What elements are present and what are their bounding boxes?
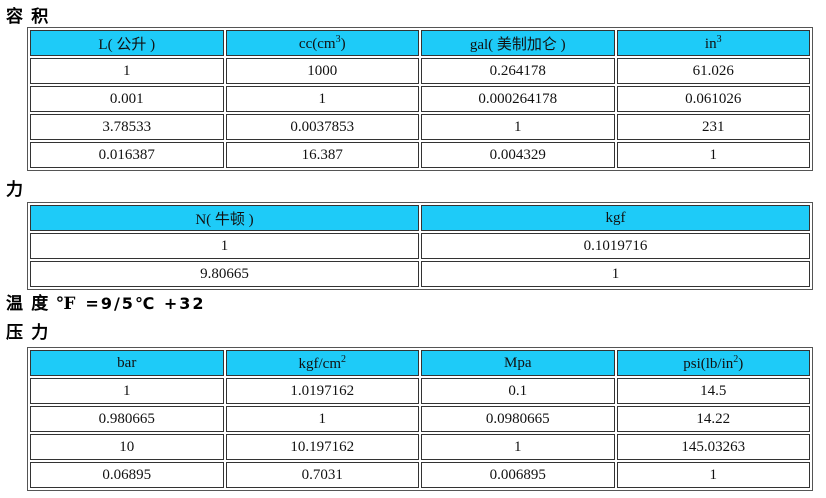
cell: 3.78533 xyxy=(30,114,224,140)
header-row: N( 牛顿 ) kgf xyxy=(30,205,810,231)
header-cell: in3 xyxy=(616,30,810,56)
row: 1 0.1019716 xyxy=(30,233,810,259)
cell: 0.7031 xyxy=(225,462,419,488)
cell: 14.22 xyxy=(616,406,810,432)
header-text: ) xyxy=(738,355,744,372)
header-text: N( 牛顿 ) xyxy=(195,211,254,228)
header-text: kgf/cm xyxy=(298,355,342,372)
row: 9.80665 1 xyxy=(30,261,810,287)
row: 0.980665 1 0.0980665 14.22 xyxy=(30,406,810,432)
cell: 10.197162 xyxy=(225,434,419,460)
header-text: gal( 美制加仑 ) xyxy=(469,36,566,53)
row: 1 1.0197162 0.1 14.5 xyxy=(30,378,810,404)
cell: 0.061026 xyxy=(616,86,810,112)
header-cell: L( 公升 ) xyxy=(30,30,224,56)
cell: 0.06895 xyxy=(30,462,224,488)
cell: 1 xyxy=(616,462,810,488)
superscript: 3 xyxy=(716,33,722,45)
header-text: ) xyxy=(340,35,346,52)
cell: 10 xyxy=(30,434,224,460)
header-cell: gal( 美制加仑 ) xyxy=(421,30,615,56)
cell: 9.80665 xyxy=(30,261,419,287)
cell: 1 xyxy=(30,378,224,404)
cell: 231 xyxy=(616,114,810,140)
cell: 0.0980665 xyxy=(421,406,615,432)
cell: 14.5 xyxy=(616,378,810,404)
cell: 0.980665 xyxy=(30,406,224,432)
cell: 1 xyxy=(30,58,224,84)
temperature-label: 温 度 ℉ xyxy=(6,294,78,313)
cell: 0.000264178 xyxy=(421,86,615,112)
pressure-table: bar kgf/cm2 Mpa psi(lb/in2) 1 1.0197162 0.1 14.… xyxy=(27,347,813,491)
row: 0.016387 16.387 0.004329 1 xyxy=(30,142,810,168)
cell: 1 xyxy=(30,233,419,259)
header-text: in xyxy=(704,35,717,52)
cell: 0.016387 xyxy=(30,142,224,168)
cell: 0.004329 xyxy=(421,142,615,168)
cell: 1 xyxy=(421,114,615,140)
header-cell: cc(cm3) xyxy=(225,30,419,56)
cell: 0.001 xyxy=(30,86,224,112)
header-cell: kgf/cm2 xyxy=(225,350,419,376)
superscript: 2 xyxy=(733,353,739,365)
cell: 0.264178 xyxy=(421,58,615,84)
superscript: 3 xyxy=(335,33,341,45)
header-text: cc(cm xyxy=(298,35,336,52)
cell: 16.387 xyxy=(225,142,419,168)
volume-table: L( 公升 ) cc(cm3) gal( 美制加仑 ) in3 1 1000 0.26417… xyxy=(27,27,813,171)
header-cell: kgf xyxy=(421,205,810,231)
temperature-line: 温 度 ℉ =9/5℃ +32 xyxy=(6,289,206,314)
cell: 1 xyxy=(421,261,810,287)
cell: 0.1019716 xyxy=(421,233,810,259)
row: 0.06895 0.7031 0.006895 1 xyxy=(30,462,810,488)
section-title: 压 力 xyxy=(6,323,51,342)
cell: 1 xyxy=(421,434,615,460)
header-text: kgf xyxy=(605,209,626,226)
header-cell: psi(lb/in2) xyxy=(616,350,810,376)
row: 1 1000 0.264178 61.026 xyxy=(30,58,810,84)
header-text: Mpa xyxy=(504,354,532,371)
section-title: 容 积 xyxy=(6,7,51,26)
header-row: bar kgf/cm2 Mpa psi(lb/in2) xyxy=(30,350,810,376)
row: 0.001 1 0.000264178 0.061026 xyxy=(30,86,810,112)
cell: 1.0197162 xyxy=(225,378,419,404)
section-title: 力 xyxy=(6,180,25,199)
row: 3.78533 0.0037853 1 231 xyxy=(30,114,810,140)
cell: 0.006895 xyxy=(421,462,615,488)
cell: 0.1 xyxy=(421,378,615,404)
header-cell: N( 牛顿 ) xyxy=(30,205,419,231)
cell: 1000 xyxy=(225,58,419,84)
cell: 145.03263 xyxy=(616,434,810,460)
cell: 1 xyxy=(225,406,419,432)
row: 10 10.197162 1 145.03263 xyxy=(30,434,810,460)
temperature-formula: =9/5℃ +32 xyxy=(85,294,206,313)
header-cell: bar xyxy=(30,350,224,376)
header-text: bar xyxy=(117,354,137,371)
header-cell: Mpa xyxy=(421,350,615,376)
force-table: N( 牛顿 ) kgf 1 0.1019716 9.80665 1 xyxy=(27,202,813,290)
header-row: L( 公升 ) cc(cm3) gal( 美制加仑 ) in3 xyxy=(30,30,810,56)
cell: 61.026 xyxy=(616,58,810,84)
header-text: psi(lb/in xyxy=(683,355,734,372)
cell: 0.0037853 xyxy=(225,114,419,140)
superscript: 2 xyxy=(341,353,346,365)
cell: 1 xyxy=(616,142,810,168)
cell: 1 xyxy=(225,86,419,112)
header-text: L( 公升 ) xyxy=(98,36,156,53)
